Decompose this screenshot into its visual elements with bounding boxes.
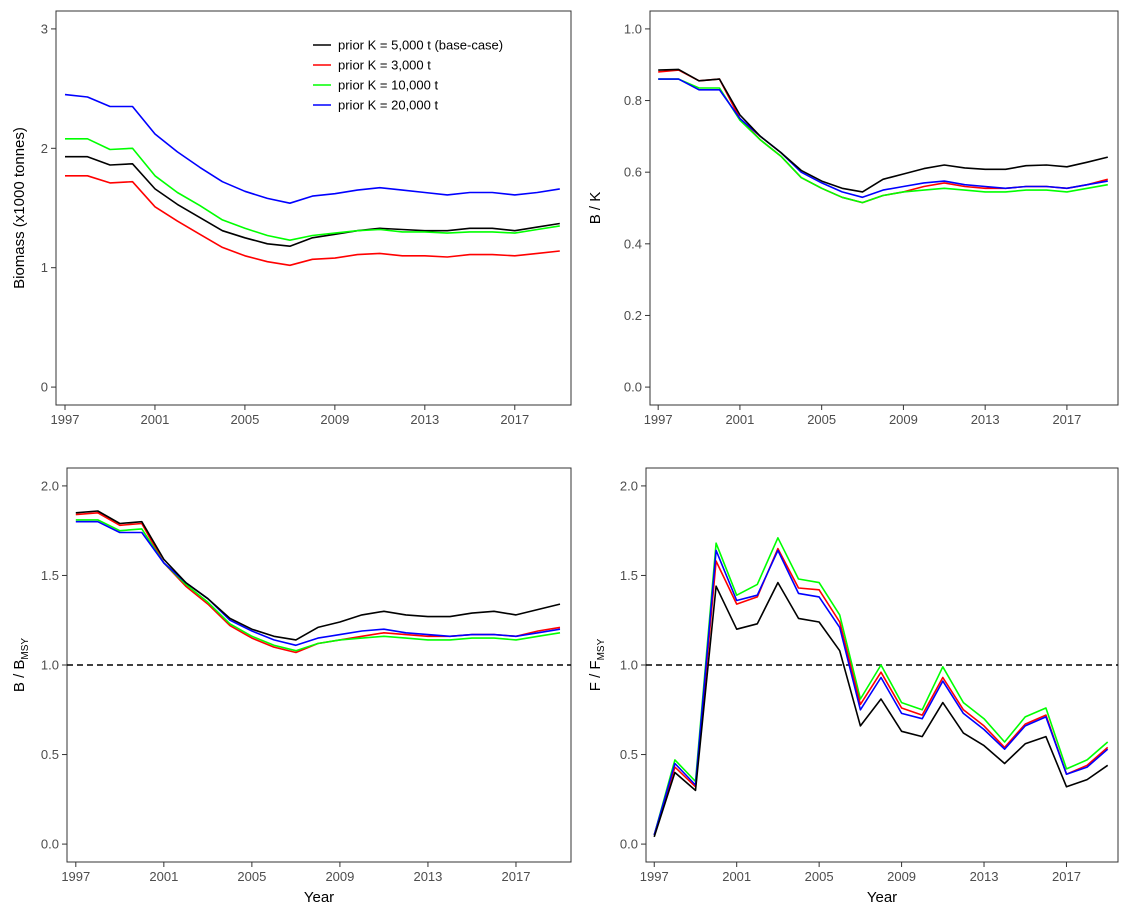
y-tick-label: 2 [41, 141, 48, 156]
series-line-prior-k-5-000-t-base-case- [75, 510, 561, 641]
x-tick-label: 2009 [889, 412, 918, 427]
series-line-prior-k-3-000-t [653, 547, 1109, 836]
y-tick-label: 1 [41, 260, 48, 275]
x-tick-label: 2009 [887, 869, 916, 884]
panel-border [55, 10, 572, 406]
x-tick-label: 2017 [500, 412, 529, 427]
panel-border [649, 10, 1119, 406]
x-tick-label: 2017 [1052, 412, 1081, 427]
y-tick-label: 3 [41, 21, 48, 36]
panel-2: 1997 2001 2005 2009 2013 2017 0.0 0.2 0.4 0.6 0.8 1… [587, 10, 1119, 427]
y-tick-label: 0.5 [620, 747, 638, 762]
y-tick-label: 1.5 [620, 568, 638, 583]
x-tick-label: 2009 [320, 412, 349, 427]
x-tick-label: 2005 [237, 869, 266, 884]
y-tick-label: 2.0 [41, 478, 59, 493]
series-line-prior-k-10-000-t [653, 536, 1109, 836]
x-tick-label: 2013 [971, 412, 1000, 427]
y-axis-label: B / K [587, 192, 604, 225]
series-line-prior-k-10-000-t [65, 138, 560, 241]
legend-label: prior K = 3,000 t [338, 58, 431, 73]
series-line-prior-k-3-000-t [65, 175, 560, 267]
y-tick-label: 0.8 [624, 93, 642, 108]
series-line-prior-k-20-000-t [64, 93, 560, 204]
x-tick-label: 2005 [805, 869, 834, 884]
panel-3: 1997 2001 2005 2009 2013 20170.00.51.01.52.0B… [11, 467, 572, 906]
y-tick-label: 0.2 [624, 308, 642, 323]
x-tick-label: 2017 [1052, 869, 1081, 884]
x-axis-label: Year [304, 889, 334, 906]
series-line-prior-k-5-000-t-base-case- [653, 581, 1109, 838]
series-line-prior-k-20-000-t [653, 549, 1109, 836]
y-tick-label: 1.0 [624, 21, 642, 36]
legend: prior K = 5,000 t (base-case) prior K = 3… [313, 38, 503, 113]
legend-label: prior K = 20,000 t [338, 98, 438, 113]
series-line-prior-k-5-000-t-base-case- [65, 155, 560, 247]
panel-1: 1997 2001 2005 2009 2013 2017 0 1 2 3 Biomass (x10… [11, 10, 572, 427]
x-tick-label: 2001 [149, 869, 178, 884]
series-line-prior-k-5-000-t-base-case- [658, 68, 1108, 193]
legend-label: prior K = 5,000 t (base-case) [338, 38, 503, 53]
x-tick-label: 1997 [51, 412, 80, 427]
x-tick-label: 2005 [230, 412, 259, 427]
y-tick-label: 1.5 [41, 568, 59, 583]
x-tick-label: 1997 [640, 869, 669, 884]
x-axis-label: Year [867, 889, 897, 906]
x-tick-label: 2013 [410, 412, 439, 427]
x-tick-label: 2013 [413, 869, 442, 884]
x-tick-label: 2009 [325, 869, 354, 884]
y-tick-label: 1.0 [620, 658, 638, 673]
x-tick-label: 2001 [725, 412, 754, 427]
y-axis-label: Biomass (x1000 tonnes) [11, 127, 28, 289]
x-tick-label: 2005 [807, 412, 836, 427]
series-line-prior-k-20-000-t [658, 78, 1108, 199]
y-tick-label: 0.0 [624, 380, 642, 395]
legend-label: prior K = 10,000 t [338, 78, 438, 93]
y-tick-label: 0 [41, 380, 48, 395]
series-line-prior-k-20-000-t [75, 520, 561, 647]
y-tick-label: 0.6 [624, 165, 642, 180]
x-tick-label: 2013 [970, 869, 999, 884]
panel-4: 1997 2001 2005 2009 2013 20170.00.51.01.52.0F… [587, 467, 1119, 906]
y-tick-label: 1.0 [41, 658, 59, 673]
x-tick-label: 1997 [644, 412, 673, 427]
y-tick-label: 0.4 [624, 236, 642, 251]
x-tick-label: 2001 [722, 869, 751, 884]
x-tick-label: 2017 [502, 869, 531, 884]
y-tick-label: 0.5 [41, 747, 59, 762]
x-tick-label: 2001 [140, 412, 169, 427]
x-tick-label: 1997 [61, 869, 90, 884]
y-tick-label: 0.0 [41, 837, 59, 852]
y-tick-label: 2.0 [620, 478, 638, 493]
y-tick-label: 0.0 [620, 837, 638, 852]
